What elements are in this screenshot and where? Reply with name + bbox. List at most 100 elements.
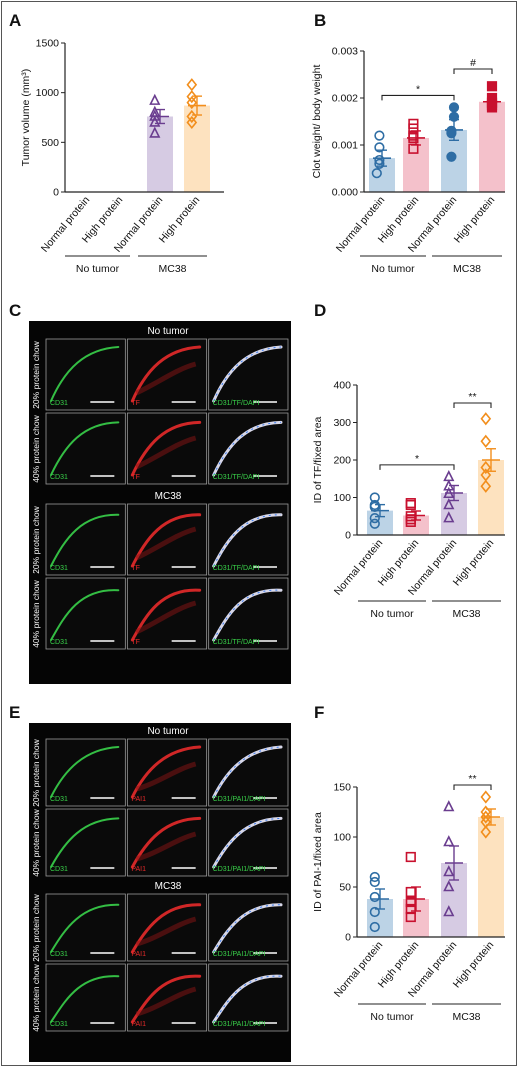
nuclei-stain bbox=[213, 746, 282, 798]
group-label: MC38 bbox=[452, 608, 480, 620]
channel-label: CD31 bbox=[50, 565, 68, 572]
significance-bracket bbox=[379, 464, 455, 470]
vessel-wall bbox=[212, 903, 283, 954]
x-tick-label: Normal protein bbox=[332, 537, 386, 598]
data-point bbox=[374, 158, 385, 169]
pai1-density-chart: 0 50 100 150 ID of PAI-1/fixed area Normal pr… bbox=[312, 773, 505, 1023]
micrograph-tile bbox=[126, 738, 208, 807]
bar bbox=[184, 105, 210, 192]
row-label: 20% protein chow bbox=[31, 505, 41, 573]
y-tick-label: 100 bbox=[333, 832, 351, 844]
data-point bbox=[186, 96, 198, 110]
vessel-wall bbox=[50, 817, 120, 868]
y-tick-label: 0.002 bbox=[332, 93, 358, 105]
y-axis-label: ID of TF/fixed area bbox=[312, 416, 324, 503]
data-point bbox=[480, 790, 492, 804]
tissue-stain bbox=[135, 986, 197, 1017]
micrograph-tile bbox=[45, 738, 126, 807]
nuclei-stain bbox=[213, 975, 282, 1023]
nuclei-stain bbox=[213, 514, 282, 567]
bar bbox=[147, 116, 173, 192]
data-point bbox=[480, 434, 492, 448]
x-tick-label: Normal protein bbox=[39, 194, 93, 255]
data-point bbox=[149, 93, 161, 105]
data-point bbox=[405, 896, 416, 908]
data-point bbox=[480, 479, 492, 493]
vessel-wall bbox=[50, 975, 120, 1023]
y-axis-label: Tumor volume (mm³) bbox=[20, 69, 32, 167]
tf-density-chart: 0 100 200 300 400 ID of TF/fixed area Normal p… bbox=[312, 380, 505, 620]
data-point bbox=[446, 151, 457, 162]
channel-label: CD31/TF/DAPI bbox=[213, 639, 260, 646]
channel-label: CD31/TF/DAPI bbox=[213, 474, 260, 481]
panel-letter-d: D bbox=[314, 301, 326, 320]
micrograph-tile bbox=[208, 338, 289, 411]
significance-bracket bbox=[453, 402, 492, 408]
data-point bbox=[369, 906, 380, 918]
row-label: 20% protein chow bbox=[31, 893, 41, 961]
data-point bbox=[369, 871, 380, 883]
data-point bbox=[443, 865, 455, 877]
row-label: 40% protein chow bbox=[31, 963, 41, 1031]
micrograph-tile bbox=[208, 738, 289, 807]
significance-label: * bbox=[416, 83, 420, 95]
bar bbox=[403, 137, 429, 192]
y-tick-label: 100 bbox=[333, 492, 351, 504]
data-point bbox=[186, 90, 198, 104]
channel-label: CD31/PAI1/DAPI bbox=[213, 951, 266, 958]
tissue-stain bbox=[135, 361, 197, 396]
data-point bbox=[405, 516, 416, 527]
data-point bbox=[405, 911, 416, 923]
channel-label: PAI1 bbox=[131, 796, 146, 803]
channel-label: CD31/TF/DAPI bbox=[213, 565, 260, 572]
data-point bbox=[443, 800, 455, 812]
y-axis-label: Clot weight/ body weight bbox=[311, 65, 323, 179]
vessel-wall bbox=[212, 345, 283, 403]
tissue-stain bbox=[135, 916, 197, 947]
nuclei-stain bbox=[213, 817, 282, 868]
clot-weight-chart: 0.000 0.001 0.002 0.003 Clot weight/ body we… bbox=[311, 46, 505, 275]
channel-label: CD31 bbox=[50, 951, 68, 958]
bar bbox=[478, 817, 504, 937]
section-title: No tumor bbox=[147, 726, 189, 737]
micrograph-tile bbox=[45, 412, 126, 485]
significance-label: # bbox=[470, 57, 476, 69]
data-point bbox=[480, 810, 492, 824]
row-label: 20% protein chow bbox=[31, 738, 41, 806]
data-point bbox=[405, 851, 416, 863]
data-point bbox=[374, 130, 385, 141]
significance-bracket bbox=[453, 68, 493, 74]
data-point bbox=[443, 835, 455, 847]
micrograph-tile bbox=[45, 808, 126, 877]
channel-label: PAI1 bbox=[131, 1021, 146, 1028]
bar bbox=[478, 460, 504, 535]
channel-label: CD31 bbox=[50, 1021, 68, 1028]
channel-label: CD31/TF/DAPI bbox=[213, 400, 260, 407]
y-tick-label: 1000 bbox=[36, 87, 60, 99]
channel-label: CD31 bbox=[50, 639, 68, 646]
y-tick-label: 0 bbox=[345, 932, 351, 944]
y-tick-label: 0.003 bbox=[332, 46, 358, 58]
channel-label: PAI1 bbox=[131, 951, 146, 958]
data-point bbox=[374, 154, 385, 166]
panel-letter-e: E bbox=[9, 703, 20, 722]
data-point bbox=[405, 886, 416, 898]
micrograph-tile bbox=[208, 412, 289, 485]
data-point bbox=[443, 498, 455, 510]
data-point bbox=[374, 142, 385, 153]
group-label: No tumor bbox=[371, 263, 415, 275]
micrograph-tile bbox=[45, 338, 126, 411]
y-tick-label: 0 bbox=[53, 187, 59, 199]
data-point bbox=[443, 469, 455, 482]
channel-label: CD31/PAI1/DAPI bbox=[213, 866, 266, 873]
channel-label: TF bbox=[131, 565, 140, 572]
y-tick-label: 1500 bbox=[36, 38, 60, 50]
data-point bbox=[443, 905, 455, 917]
section-title: No tumor bbox=[147, 326, 189, 337]
significance-bracket bbox=[381, 94, 455, 101]
y-tick-label: 200 bbox=[333, 455, 351, 467]
tumor-volume-chart: 0 500 1000 1500 Tumor volume (mm³) Normal pro… bbox=[20, 38, 224, 275]
group-label: MC38 bbox=[453, 263, 481, 275]
tf-micrograph-grid: No tumor 20% protein chow CD31 TF CD31/TF/DA… bbox=[29, 321, 291, 684]
